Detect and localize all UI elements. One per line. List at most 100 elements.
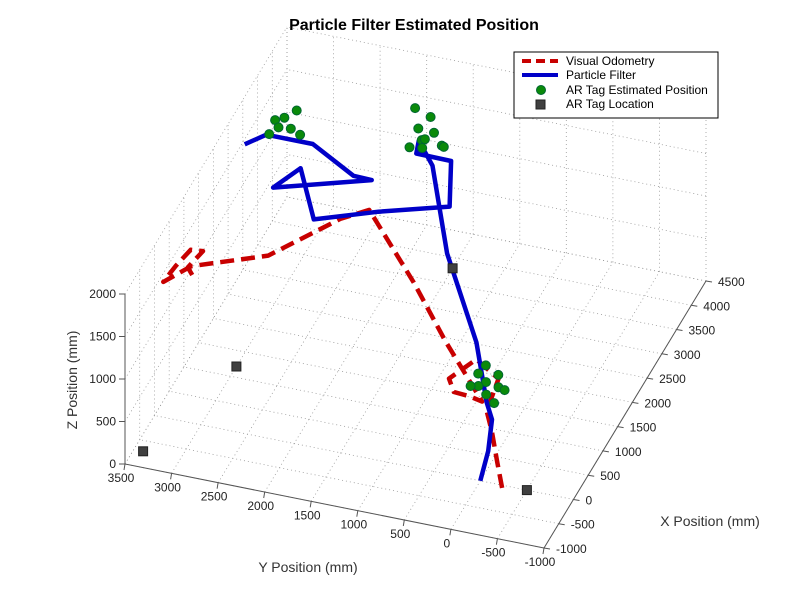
ar-tag-location-point [447, 263, 458, 274]
y-tick-mark [542, 547, 545, 555]
grid-line [169, 390, 589, 476]
x-tick-label: 4000 [703, 299, 730, 313]
legend-ar-location-swatch [535, 99, 546, 110]
grid-line [286, 154, 707, 239]
grid-line [286, 196, 707, 282]
y-tick-label: 0 [444, 536, 451, 550]
grid-line [450, 262, 614, 530]
grid-line [264, 224, 428, 493]
grid-line [139, 439, 559, 525]
ar-tag-location-point [138, 446, 149, 457]
y-tick-mark [170, 473, 173, 480]
x-axis-line [543, 280, 707, 549]
grid-line [310, 234, 474, 502]
legend-ar-estimate-swatch [536, 85, 546, 95]
grid-line [357, 243, 521, 511]
y-tick-label: 1500 [294, 508, 321, 522]
z-tick-label: 1000 [89, 372, 116, 386]
grid-line [124, 196, 288, 465]
x-tick-mark [676, 329, 683, 331]
x-tick-label: 4500 [718, 275, 745, 289]
legend-box [513, 51, 719, 119]
grid-line [124, 26, 288, 295]
grid-line [286, 69, 707, 154]
y-tick-label: 500 [390, 527, 410, 541]
grid-line [213, 318, 633, 403]
ar-tag-estimate-point [417, 143, 428, 153]
ar-tag-estimate-point [499, 385, 510, 396]
ar-tag-estimate-point [264, 129, 275, 140]
x-tick-mark [543, 547, 551, 550]
ar-tag-estimate-point [465, 381, 476, 391]
ar-tag-estimate-point [413, 123, 424, 134]
ar-tag-estimate-point [404, 142, 415, 153]
z-tick-label: 1500 [89, 330, 116, 344]
z-tick-label: 500 [96, 415, 116, 429]
y-tick-mark [402, 519, 405, 527]
y-axis-line [124, 463, 545, 549]
x-tick-mark [632, 401, 639, 404]
x-tick-label: 3500 [689, 324, 716, 338]
ar-tag-estimate-point [425, 112, 436, 122]
y-tick-label: -500 [481, 546, 505, 560]
y-tick-mark [449, 529, 452, 536]
grid-line [124, 154, 288, 422]
x-tick-label: -500 [571, 518, 595, 532]
x-tick-mark [691, 304, 698, 307]
visual-odometry-line [161, 207, 505, 489]
legend-particle-filter-label: Particle Filter [566, 68, 636, 82]
grid-line [124, 111, 288, 380]
ar-tag-estimate-point [285, 123, 296, 134]
grid-line [171, 206, 334, 474]
y-tick-mark [495, 538, 498, 545]
x-tick-label: 1000 [615, 445, 642, 459]
y-tick-label: 3000 [154, 480, 181, 494]
y-axis-label: Y Position (mm) [258, 559, 357, 575]
grid-line [198, 342, 618, 427]
grid-line [257, 245, 677, 330]
grid-line [497, 271, 660, 539]
x-axis-label: X Position (mm) [660, 513, 760, 529]
chart-axes [124, 280, 707, 549]
grid-line [124, 69, 288, 337]
x-tick-label: 0 [586, 494, 593, 508]
x-tick-mark [661, 353, 668, 356]
x-tick-mark [558, 523, 565, 526]
ar-tag-estimate-point [273, 122, 284, 133]
ar-tag-estimate-point [480, 360, 491, 371]
ar-tag-estimate-point [291, 105, 302, 116]
y-tick-mark [309, 501, 312, 508]
chart-series [161, 132, 505, 489]
ar-tag-estimate-point [438, 141, 449, 152]
z-tick-label: 0 [109, 457, 116, 471]
particle-filter-line [243, 132, 495, 482]
x-tick-mark [617, 426, 624, 429]
chart-ticks: -1000 -500 0 500 1000 1500 2000 2500 3000 3500 400… [89, 275, 745, 569]
y-tick-label: 2500 [201, 490, 228, 504]
ar-tag-estimate-point [429, 127, 439, 138]
chart-title: Particle Filter Estimated Position [289, 17, 539, 34]
legend-ar-estimate-label: AR Tag Estimated Position [566, 83, 708, 97]
y-tick-label: 2000 [247, 499, 274, 513]
ar-tag-estimate-point [473, 368, 484, 379]
x-tick-label: 2000 [644, 396, 671, 410]
grid-line [286, 26, 707, 112]
ar-tag-estimate-point [493, 369, 504, 380]
grid-line [217, 215, 381, 483]
grid-line [272, 220, 692, 306]
legend-visual-odometry-label: Visual Odometry [566, 54, 654, 68]
ar-tag-location-point [521, 485, 532, 496]
x-tick-label: 3000 [674, 348, 701, 362]
grid-line [183, 366, 603, 452]
grid-line [242, 269, 662, 355]
x-tick-label: 500 [600, 469, 620, 483]
grid-line [286, 111, 707, 197]
chart-legend: Visual Odometry Particle Filter AR Tag E… [513, 51, 719, 119]
chart-markers [138, 103, 532, 496]
ar-tag-estimate-point [419, 134, 430, 145]
x-tick-mark [588, 474, 595, 477]
grid-line [228, 293, 648, 379]
ar-tag-location-point [231, 361, 242, 372]
ar-tag-estimate-point [489, 398, 500, 409]
